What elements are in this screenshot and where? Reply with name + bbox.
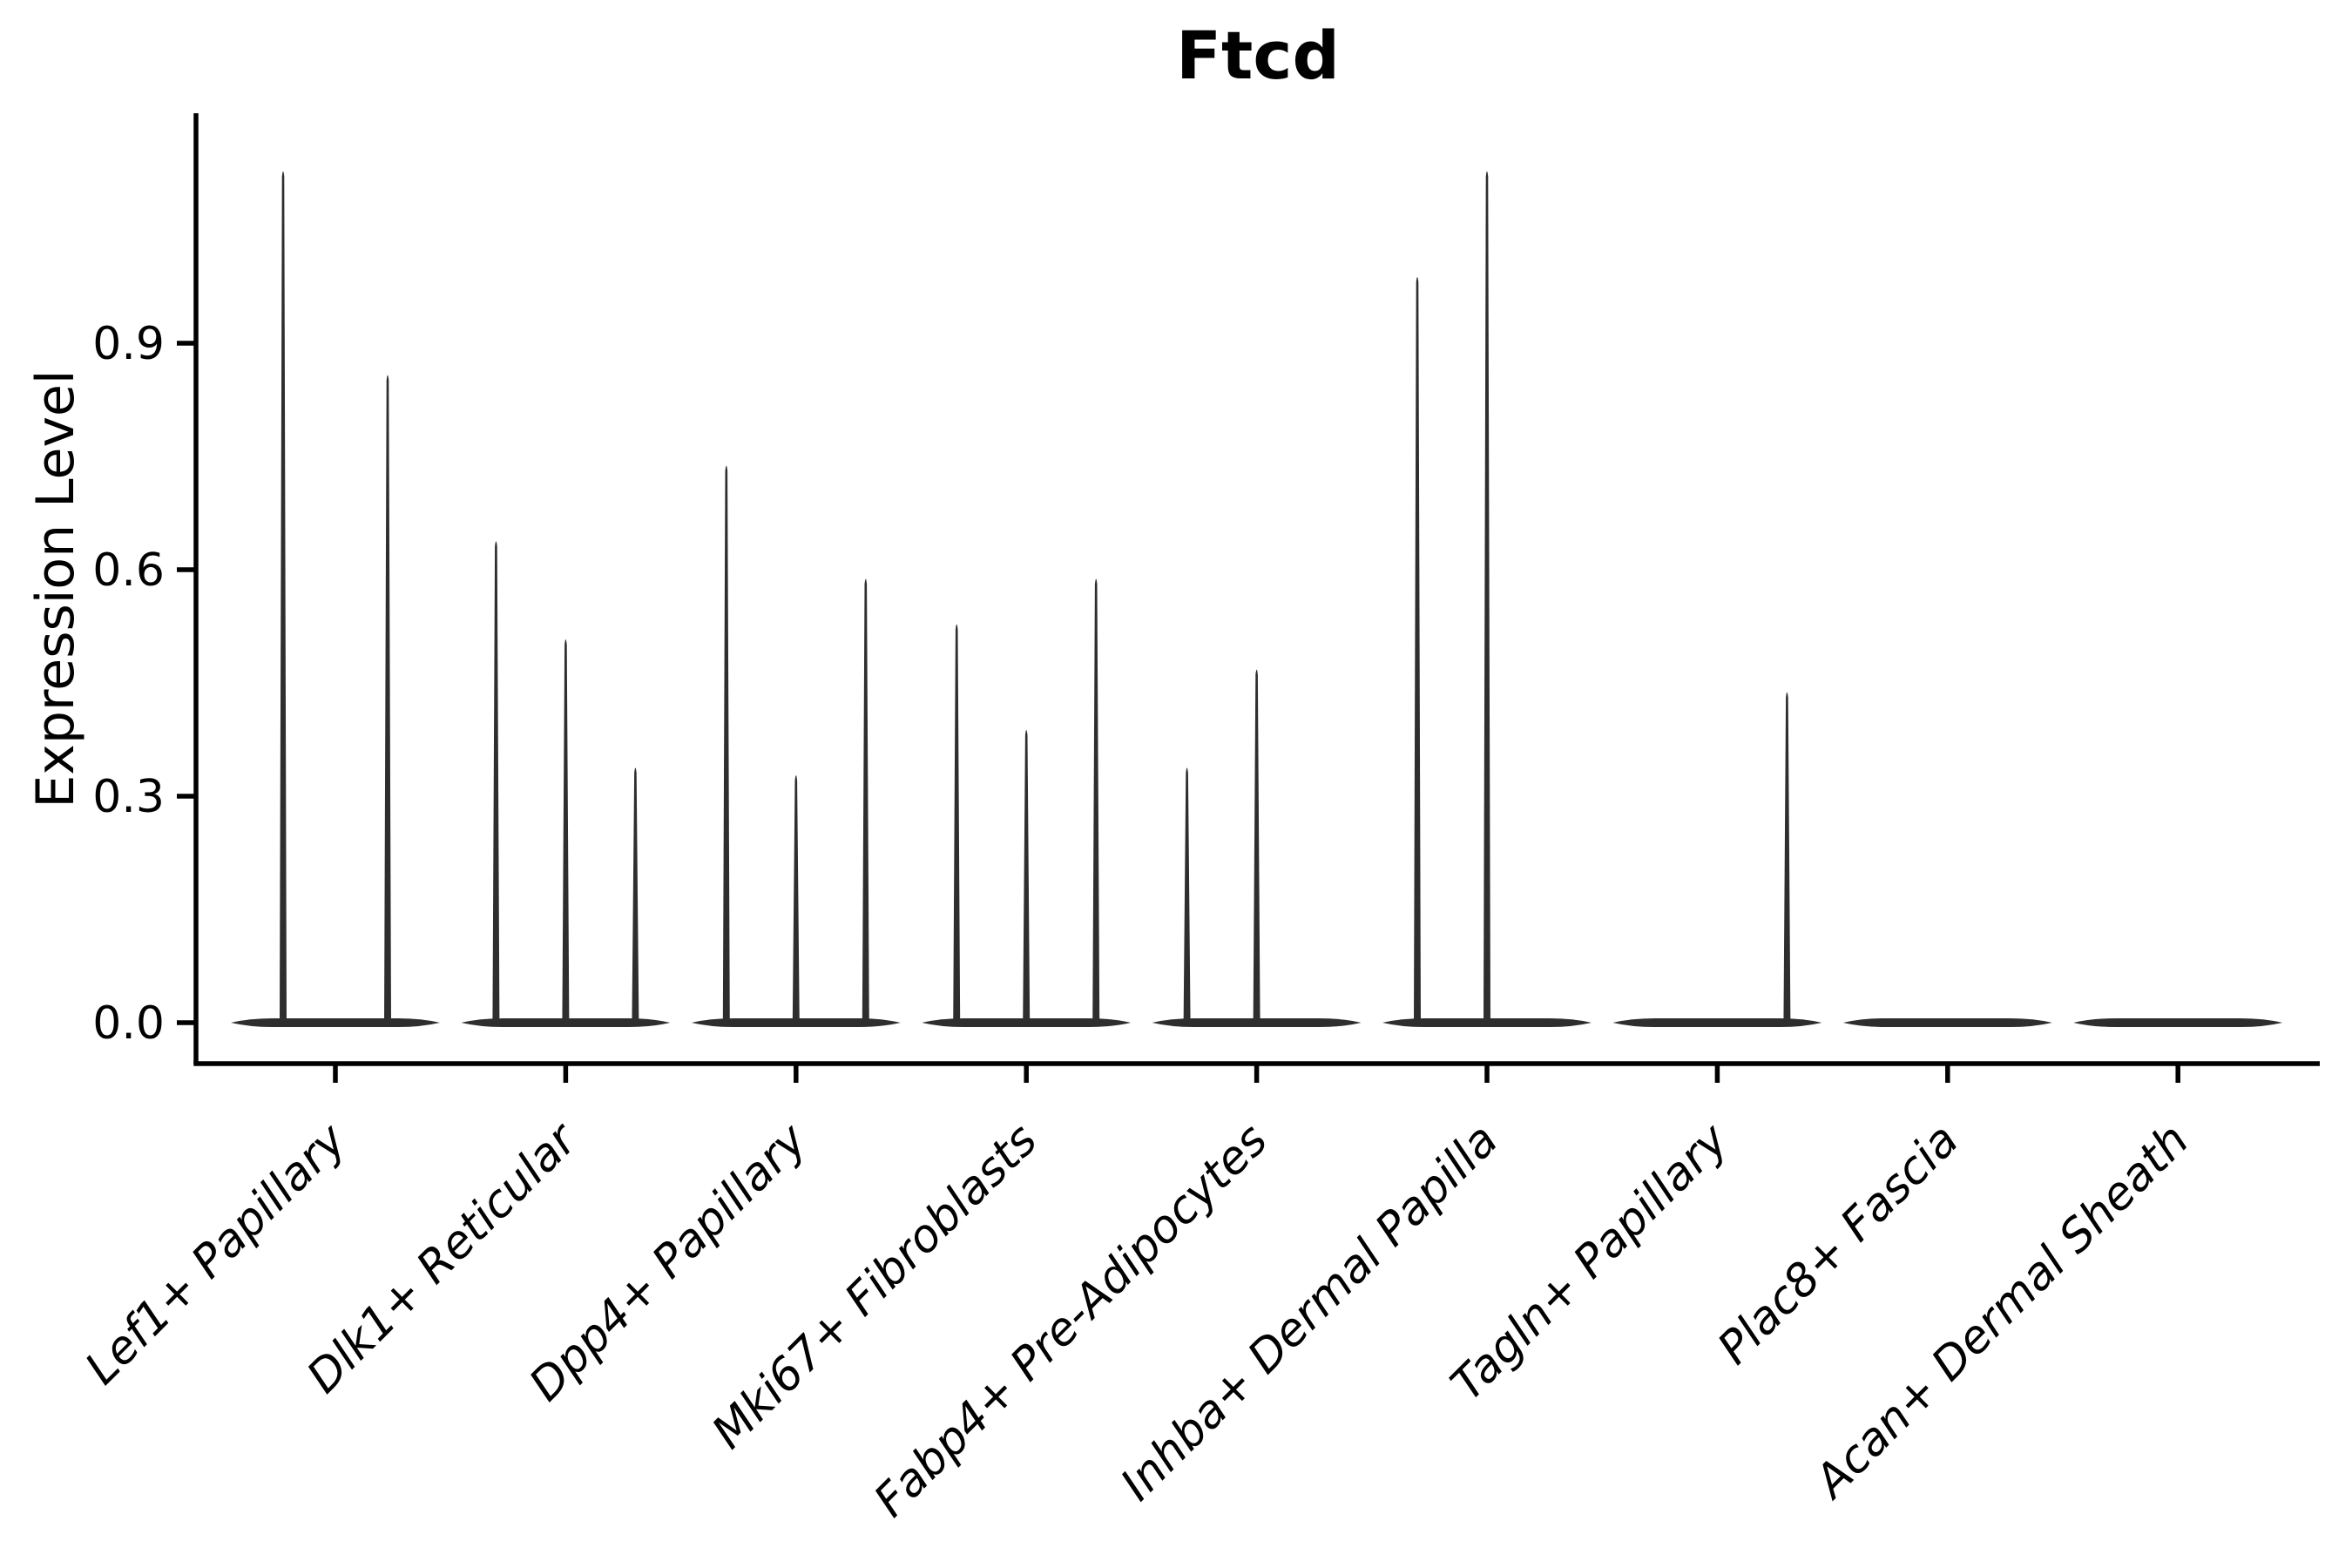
violin-spike	[632, 767, 639, 1024]
violin-spike	[862, 578, 869, 1024]
violin-spike	[562, 639, 570, 1024]
violin-spike	[1023, 729, 1031, 1024]
violin-spike	[1253, 669, 1260, 1024]
y-tick-label: 0.0	[92, 997, 165, 1050]
x-tick-label: Plac8+ Fascia	[1708, 1114, 1969, 1375]
violin-spike	[1183, 767, 1191, 1024]
violin-baseline	[1842, 1018, 2052, 1027]
y-tick-label: 0.3	[92, 771, 165, 823]
violin-spike	[1092, 578, 1100, 1024]
violin-baseline	[231, 1018, 440, 1027]
violin-spike	[384, 375, 391, 1024]
x-tick-label: Acan+ Dermal Sheath	[1803, 1114, 2199, 1510]
violin-spike	[1783, 692, 1791, 1024]
violin-spike	[280, 171, 287, 1024]
violin-spike	[492, 541, 500, 1024]
chart-title: Ftcd	[1176, 17, 1340, 94]
x-tick-label: Fabp4+ Pre-Adipocytes	[864, 1114, 1278, 1528]
violin-spike	[1414, 276, 1421, 1024]
violin-spike	[1484, 171, 1490, 1024]
y-tick-label: 0.9	[92, 318, 165, 370]
violin-spike	[953, 624, 961, 1024]
violin-baseline	[2073, 1018, 2283, 1027]
x-tick-label: Inhba+ Dermal Papilla	[1111, 1114, 1508, 1511]
violin-spike	[722, 465, 730, 1024]
violin-baseline	[1612, 1018, 1822, 1027]
y-tick-label: 0.6	[92, 544, 165, 597]
violin-spike	[792, 774, 800, 1024]
